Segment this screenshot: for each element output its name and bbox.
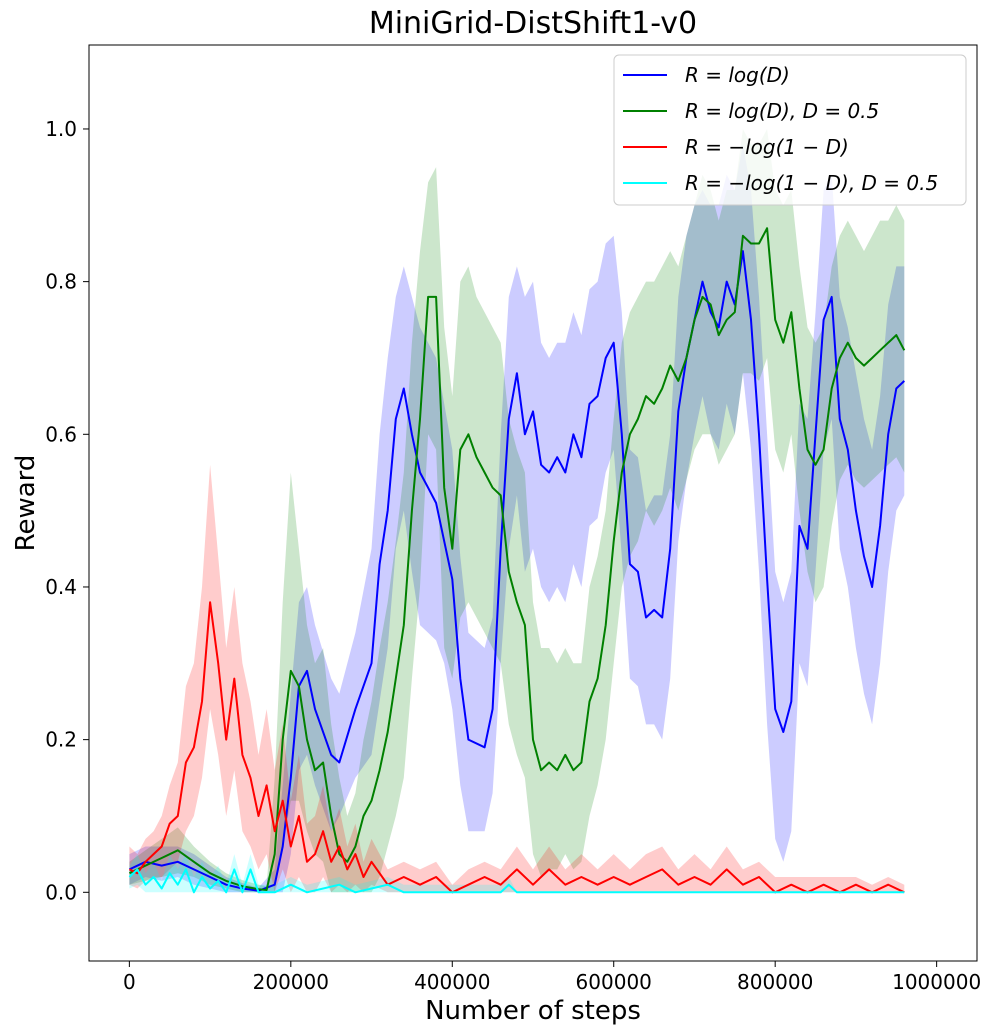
legend-label-r-log-d-d-0-5: R = log(D), D = 0.5: [685, 99, 879, 123]
confidence-bands: [129, 129, 905, 893]
line-r-log-1-d: [128, 601, 905, 894]
line-r-log-1-d-d-0-5: [128, 868, 905, 894]
y-tick-label: 1.0: [45, 117, 77, 141]
x-tick-label: 600000: [576, 970, 652, 994]
line-r-log-d-d-0-5: [128, 227, 906, 891]
band-r-log-d-d-0-5: [129, 129, 905, 893]
plot-frame: [88, 44, 978, 962]
line-r-log-d: [128, 250, 905, 892]
band-r-log-d: [129, 144, 905, 893]
chart-title: MiniGrid-DistShift1-v0: [369, 6, 697, 41]
legend: R = log(D) R = log(D), D = 0.5 R = −log(1 …: [613, 54, 967, 206]
legend-box: [613, 54, 967, 206]
y-axis-ticks: 0.0 0.2 0.4 0.6 0.8 1.0: [45, 117, 89, 904]
x-tick-label: 0: [123, 970, 136, 994]
y-tick-label: 0.0: [45, 880, 77, 904]
y-tick-label: 0.4: [45, 575, 77, 599]
y-tick-label: 0.2: [45, 728, 77, 752]
legend-label-r-log-d: R = log(D): [685, 63, 790, 87]
x-tick-label: 1000000: [892, 970, 981, 994]
x-tick-label: 400000: [414, 970, 490, 994]
legend-label-r-log-1-d-d-0-5: R = −log(1 − D), D = 0.5: [685, 171, 938, 195]
x-axis-ticks: 0 200000 400000 600000 800000 1000000: [123, 961, 981, 994]
x-tick-label: 200000: [253, 970, 329, 994]
x-axis-label: Number of steps: [425, 996, 641, 1026]
y-axis-label: Reward: [11, 455, 41, 552]
series-lines: [128, 227, 906, 894]
y-tick-label: 0.6: [45, 422, 77, 446]
x-tick-label: 800000: [737, 970, 813, 994]
band-r-log-1-d-d-0-5: [129, 854, 905, 893]
legend-label-r-log-1-d: R = −log(1 − D): [685, 135, 849, 159]
y-tick-label: 0.8: [45, 270, 77, 294]
